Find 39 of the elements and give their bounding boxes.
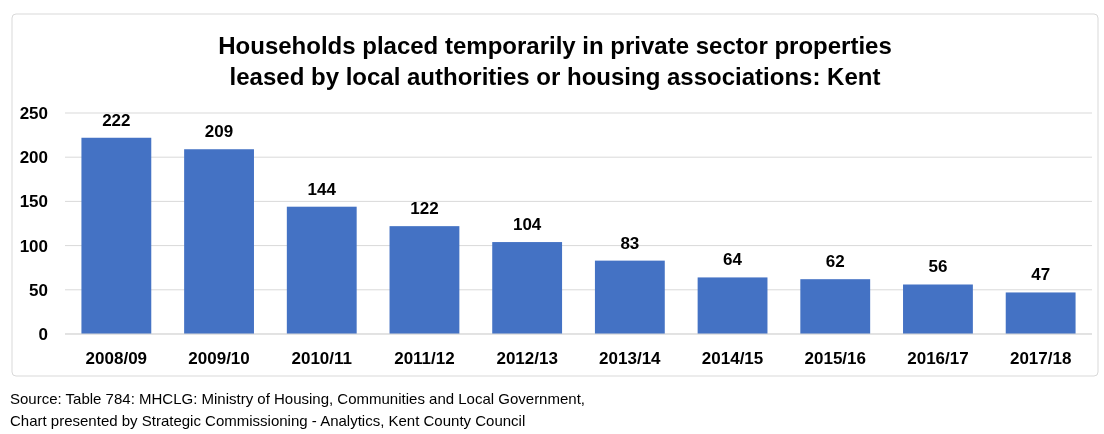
data-label: 222	[102, 110, 131, 130]
y-tick-label: 200	[19, 148, 48, 168]
bar	[492, 242, 563, 334]
text: Chart presented by Strategic Commissioning - Analytics, Kent County Council	[10, 412, 526, 429]
bar	[184, 149, 254, 334]
data-label: 64	[723, 250, 743, 270]
bar	[1005, 292, 1076, 334]
x-tick-label: 2015/16	[804, 349, 866, 368]
data-label: 122	[410, 199, 439, 219]
x-tick-label: 2014/15	[701, 349, 764, 368]
bar	[697, 277, 768, 334]
data-label: 144	[307, 179, 337, 199]
source-note: Source: Table 784: MHCLG: Ministry of Housing, Communities and Local Government,	[10, 390, 585, 407]
data-label: 62	[825, 252, 845, 272]
chart-title: Households placed temporarily in private sector properties leased by local authorities or housing associations: Kent	[218, 32, 892, 90]
data-label: 209	[204, 122, 234, 142]
x-tick-label: 2017/18	[1009, 349, 1072, 368]
x-tick-label: 2008/09	[85, 349, 148, 368]
y-tick-label: 250	[19, 104, 48, 123]
bar	[594, 260, 665, 334]
x-tick-label: 2012/13	[496, 349, 558, 368]
data-label: 56	[928, 257, 948, 277]
data-label: 83	[620, 233, 640, 253]
data-label: 104	[512, 215, 542, 235]
bar	[286, 206, 357, 334]
x-tick-label: 2009/10	[188, 349, 250, 368]
x-tick-label: 2010/11	[291, 349, 353, 368]
y-tick-label: 100	[19, 236, 48, 256]
y-tick-label: 0	[38, 325, 48, 344]
bar	[903, 284, 973, 334]
x-tick-label: 2016/17	[907, 349, 969, 368]
x-tick-label: 2013/14	[599, 349, 662, 368]
y-tick-label: 50	[29, 280, 48, 300]
bar	[389, 226, 460, 334]
y-tick-label: 150	[19, 192, 48, 212]
bar	[800, 279, 871, 334]
bar	[81, 137, 152, 334]
x-tick-label: 2011/12	[394, 349, 455, 368]
data-label: 47	[1031, 265, 1051, 285]
